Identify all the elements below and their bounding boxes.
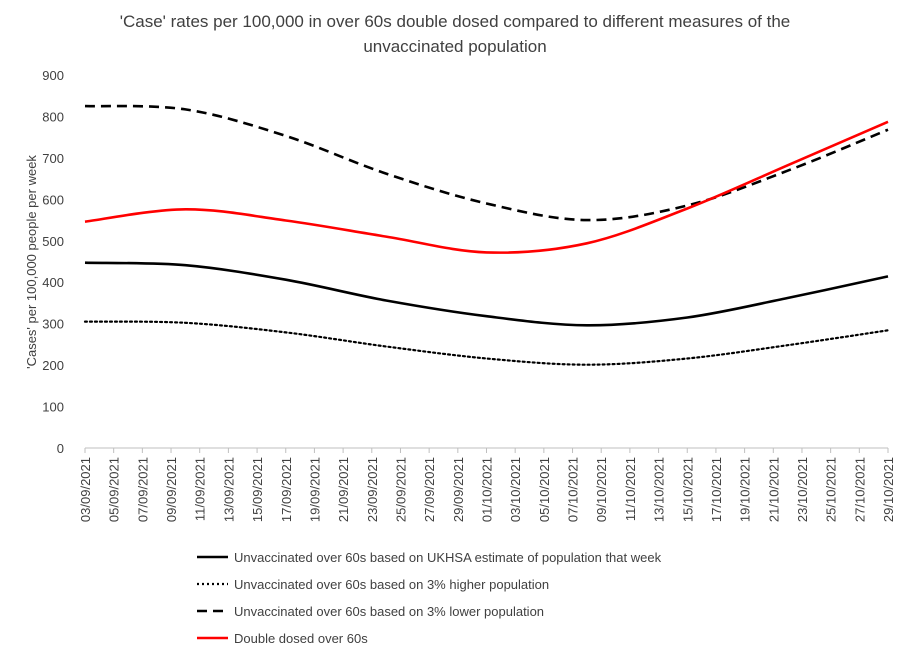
series-line-1: [84, 261, 889, 327]
y-tick-label: 700: [42, 151, 64, 166]
series-line-3: [84, 104, 889, 222]
y-tick-label: 200: [42, 358, 64, 373]
legend-label-3: Unvaccinated over 60s based on 3% lower …: [234, 604, 544, 619]
x-tick-label: 13/09/2021: [221, 457, 236, 522]
x-tick-label: 23/09/2021: [365, 457, 380, 522]
x-tick-label: 03/10/2021: [508, 457, 523, 522]
x-tick-label: 25/10/2021: [824, 457, 839, 522]
x-tick-label: 27/09/2021: [422, 457, 437, 522]
y-tick-label: 100: [42, 400, 64, 415]
x-tick-label: 27/10/2021: [852, 457, 867, 522]
x-tick-label: 13/10/2021: [652, 457, 667, 522]
x-tick-label: 01/10/2021: [480, 457, 495, 522]
legend-label-4: Double dosed over 60s: [234, 631, 368, 646]
y-tick-label: 300: [42, 317, 64, 332]
chart-title-line-2: unvaccinated population: [363, 37, 546, 56]
x-tick-label: 05/09/2021: [107, 457, 122, 522]
chart-title-line-1: 'Case' rates per 100,000 in over 60s dou…: [120, 12, 791, 31]
x-tick-label: 29/09/2021: [451, 457, 466, 522]
axes-group: 0 100 200 300 400 500 600 700 800 900 03/09/2021 05…: [42, 68, 896, 522]
x-tick-label: 07/09/2021: [135, 457, 150, 522]
x-tick-label: 29/10/2021: [881, 457, 896, 522]
legend: Unvaccinated over 60s based on UKHSA est…: [197, 550, 662, 646]
x-tick-label: 05/10/2021: [537, 457, 552, 522]
y-tick-label: 900: [42, 68, 64, 83]
x-tick-label: 17/09/2021: [279, 457, 294, 522]
y-tick-label: 600: [42, 192, 64, 207]
x-tick-label: 23/10/2021: [795, 457, 810, 522]
x-tick-label: 25/09/2021: [393, 457, 408, 522]
x-tick-label: 11/10/2021: [623, 457, 638, 521]
y-tick-label: 800: [42, 109, 64, 124]
legend-label-2: Unvaccinated over 60s based on 3% higher…: [234, 577, 549, 592]
series-line-2: [83, 320, 890, 366]
x-tick-label: 09/10/2021: [594, 457, 609, 522]
x-tick-label: 17/10/2021: [709, 457, 724, 522]
x-tick-label: 15/10/2021: [680, 457, 695, 522]
y-tick-label: 0: [57, 441, 64, 456]
series-line-4: [84, 120, 889, 254]
y-tick-label: 500: [42, 234, 64, 249]
series-group: [83, 104, 890, 366]
y-tick-label: 400: [42, 275, 64, 290]
x-tick-label: 19/10/2021: [738, 457, 753, 522]
y-axis-title: 'Cases' per 100,000 people per week: [24, 155, 39, 369]
x-tick-label: 21/10/2021: [766, 457, 781, 522]
x-tick-label: 03/09/2021: [78, 457, 93, 522]
x-tick-label: 09/09/2021: [164, 457, 179, 522]
x-tick-label: 15/09/2021: [250, 457, 265, 522]
x-tick-label: 19/09/2021: [307, 457, 322, 522]
legend-label-1: Unvaccinated over 60s based on UKHSA est…: [234, 550, 662, 565]
x-tick-label: 11/09/2021: [193, 457, 208, 521]
x-tick-label: 21/09/2021: [336, 457, 351, 522]
x-tick-label: 07/10/2021: [566, 457, 581, 522]
